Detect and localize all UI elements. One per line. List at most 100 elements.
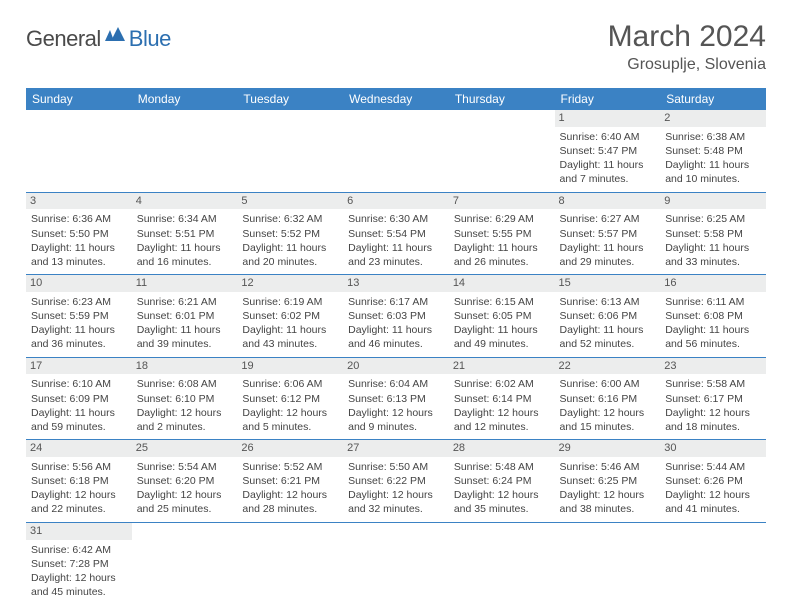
daylight-text: Daylight: 11 hours (137, 323, 233, 337)
calendar-cell: 14Sunrise: 6:15 AMSunset: 6:05 PMDayligh… (449, 275, 555, 358)
location: Grosuplje, Slovenia (608, 56, 766, 74)
sunrise-text: Sunrise: 5:58 AM (665, 377, 761, 391)
sunrise-text: Sunrise: 5:48 AM (454, 460, 550, 474)
sunrise-text: Sunrise: 6:19 AM (242, 295, 338, 309)
daylight-text: and 7 minutes. (560, 172, 656, 186)
calendar-cell: 13Sunrise: 6:17 AMSunset: 6:03 PMDayligh… (343, 275, 449, 358)
daylight-text: Daylight: 11 hours (665, 241, 761, 255)
calendar-cell: 16Sunrise: 6:11 AMSunset: 6:08 PMDayligh… (660, 275, 766, 358)
daylight-text: and 49 minutes. (454, 337, 550, 351)
sunset-text: Sunset: 6:09 PM (31, 392, 127, 406)
daylight-text: and 2 minutes. (137, 420, 233, 434)
daylight-text: and 22 minutes. (31, 502, 127, 516)
sunset-text: Sunset: 6:16 PM (560, 392, 656, 406)
day-number: 21 (449, 358, 555, 375)
sunset-text: Sunset: 5:55 PM (454, 227, 550, 241)
day-number: 5 (237, 193, 343, 210)
day-number: 24 (26, 440, 132, 457)
daylight-text: Daylight: 11 hours (137, 241, 233, 255)
daylight-text: and 16 minutes. (137, 255, 233, 269)
day-number: 25 (132, 440, 238, 457)
sunset-text: Sunset: 5:48 PM (665, 144, 761, 158)
calendar-cell: 2 Sunrise: 6:38 AMSunset: 5:48 PMDaylight… (660, 110, 766, 192)
calendar-week: 24Sunrise: 5:56 AMSunset: 6:18 PMDayligh… (26, 440, 766, 523)
day-number: 29 (555, 440, 661, 457)
header: General Blue March 2024 Grosuplje, Slove… (26, 20, 766, 74)
daylight-text: and 20 minutes. (242, 255, 338, 269)
daylight-text: and 35 minutes. (454, 502, 550, 516)
daylight-text: and 9 minutes. (348, 420, 444, 434)
sunrise-text: Sunrise: 6:02 AM (454, 377, 550, 391)
sunset-text: Sunset: 6:25 PM (560, 474, 656, 488)
sunset-text: Sunset: 6:13 PM (348, 392, 444, 406)
calendar-cell: 21Sunrise: 6:02 AMSunset: 6:14 PMDayligh… (449, 357, 555, 440)
weekday-header: Tuesday (237, 88, 343, 110)
weekday-header: Thursday (449, 88, 555, 110)
sunrise-text: Sunrise: 6:08 AM (137, 377, 233, 391)
calendar-week: 10Sunrise: 6:23 AMSunset: 5:59 PMDayligh… (26, 275, 766, 358)
daylight-text: and 12 minutes. (454, 420, 550, 434)
daylight-text: and 41 minutes. (665, 502, 761, 516)
calendar-cell (660, 522, 766, 604)
sunset-text: Sunset: 5:47 PM (560, 144, 656, 158)
sunrise-text: Sunrise: 6:04 AM (348, 377, 444, 391)
daylight-text: Daylight: 12 hours (242, 488, 338, 502)
sunset-text: Sunset: 5:51 PM (137, 227, 233, 241)
calendar-cell: 23Sunrise: 5:58 AMSunset: 6:17 PMDayligh… (660, 357, 766, 440)
daylight-text: and 23 minutes. (348, 255, 444, 269)
sunset-text: Sunset: 5:58 PM (665, 227, 761, 241)
sunset-text: Sunset: 6:17 PM (665, 392, 761, 406)
sunrise-text: Sunrise: 6:38 AM (665, 130, 761, 144)
day-number: 26 (237, 440, 343, 457)
calendar-cell: 10Sunrise: 6:23 AMSunset: 5:59 PMDayligh… (26, 275, 132, 358)
sunset-text: Sunset: 5:57 PM (560, 227, 656, 241)
day-number: 15 (555, 275, 661, 292)
daylight-text: and 52 minutes. (560, 337, 656, 351)
day-number: 9 (660, 193, 766, 210)
sunrise-text: Sunrise: 6:25 AM (665, 212, 761, 226)
sunset-text: Sunset: 6:10 PM (137, 392, 233, 406)
daylight-text: Daylight: 12 hours (137, 406, 233, 420)
weekday-header: Wednesday (343, 88, 449, 110)
sunset-text: Sunset: 6:06 PM (560, 309, 656, 323)
daylight-text: and 5 minutes. (242, 420, 338, 434)
daylight-text: Daylight: 12 hours (348, 488, 444, 502)
logo-text-general: General (26, 26, 101, 52)
day-number: 30 (660, 440, 766, 457)
calendar-cell: 15Sunrise: 6:13 AMSunset: 6:06 PMDayligh… (555, 275, 661, 358)
sunset-text: Sunset: 6:18 PM (31, 474, 127, 488)
daylight-text: Daylight: 12 hours (454, 488, 550, 502)
daylight-text: and 32 minutes. (348, 502, 444, 516)
logo: General Blue (26, 26, 171, 52)
sunset-text: Sunset: 5:52 PM (242, 227, 338, 241)
weekday-header-row: SundayMondayTuesdayWednesdayThursdayFrid… (26, 88, 766, 110)
daylight-text: Daylight: 11 hours (560, 323, 656, 337)
day-number: 16 (660, 275, 766, 292)
day-number: 19 (237, 358, 343, 375)
sunset-text: Sunset: 6:12 PM (242, 392, 338, 406)
sunset-text: Sunset: 6:03 PM (348, 309, 444, 323)
sunset-text: Sunset: 6:05 PM (454, 309, 550, 323)
day-number: 31 (26, 523, 132, 540)
day-number: 23 (660, 358, 766, 375)
calendar-body: 1Sunrise: 6:40 AMSunset: 5:47 PMDaylight… (26, 110, 766, 604)
day-number: 2 (660, 110, 766, 127)
sunrise-text: Sunrise: 6:06 AM (242, 377, 338, 391)
daylight-text: and 46 minutes. (348, 337, 444, 351)
daylight-text: Daylight: 11 hours (665, 158, 761, 172)
logo-text-blue: Blue (129, 26, 171, 52)
daylight-text: and 25 minutes. (137, 502, 233, 516)
daylight-text: Daylight: 11 hours (454, 323, 550, 337)
calendar-cell: 18Sunrise: 6:08 AMSunset: 6:10 PMDayligh… (132, 357, 238, 440)
sunrise-text: Sunrise: 5:50 AM (348, 460, 444, 474)
daylight-text: Daylight: 11 hours (31, 323, 127, 337)
daylight-text: Daylight: 12 hours (31, 488, 127, 502)
day-number: 10 (26, 275, 132, 292)
calendar-cell: 9 Sunrise: 6:25 AMSunset: 5:58 PMDaylight… (660, 192, 766, 275)
calendar-cell: 28Sunrise: 5:48 AMSunset: 6:24 PMDayligh… (449, 440, 555, 523)
daylight-text: Daylight: 11 hours (242, 323, 338, 337)
title-block: March 2024 Grosuplje, Slovenia (608, 20, 766, 74)
sunrise-text: Sunrise: 5:54 AM (137, 460, 233, 474)
calendar-cell (449, 522, 555, 604)
calendar-cell (343, 110, 449, 192)
